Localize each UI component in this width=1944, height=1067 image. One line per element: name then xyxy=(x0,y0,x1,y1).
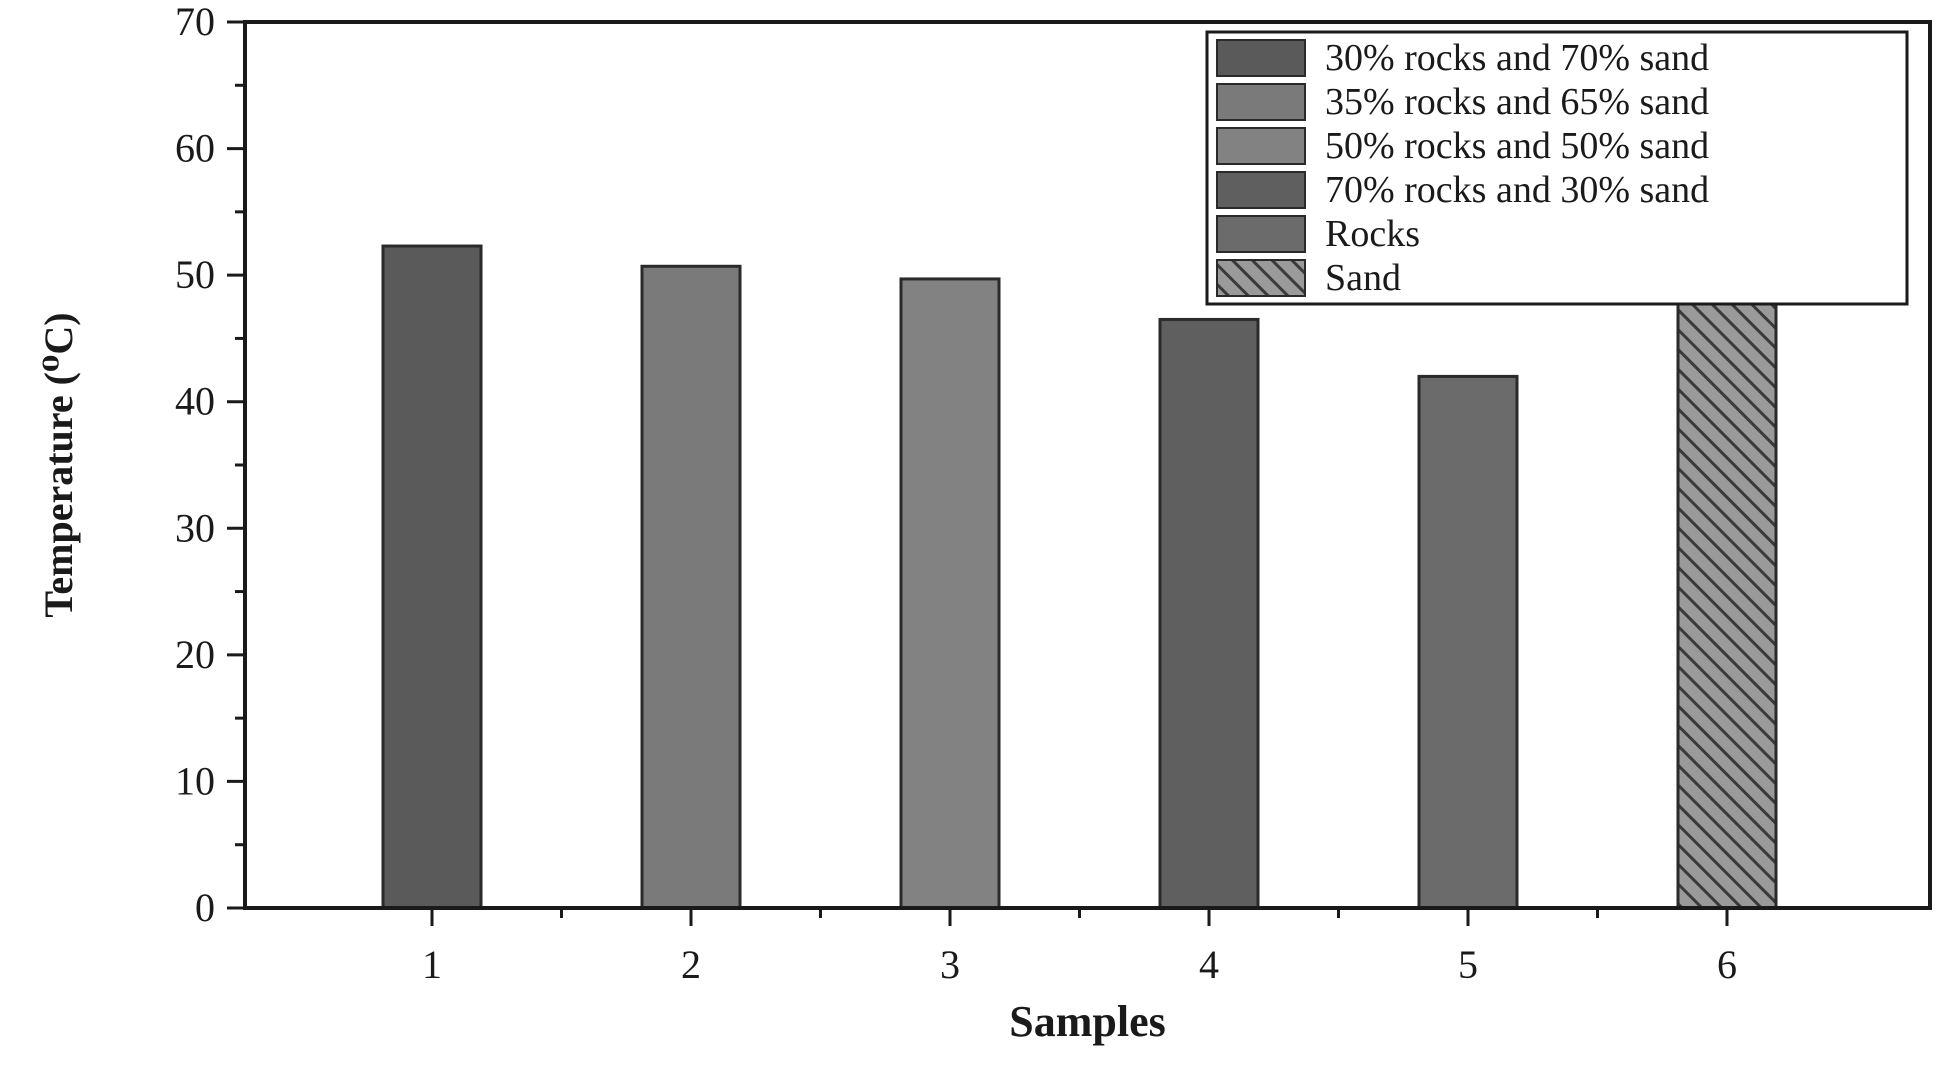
y-axis-title: Temperature (⁰C) xyxy=(36,312,81,617)
x-axis-title: Samples xyxy=(1009,997,1165,1046)
bar-sample-4 xyxy=(1158,317,1260,910)
x-tick-label: 5 xyxy=(1458,942,1478,987)
legend-entry: 35% rocks and 65% sand xyxy=(1325,81,1709,123)
bar-sample-5 xyxy=(1417,374,1519,910)
y-tick-label: 30 xyxy=(175,505,215,550)
bars-layer xyxy=(381,244,1778,910)
y-axis-ticks: 0 10 20 30 40 50 60 70 xyxy=(175,0,245,930)
plot-frame xyxy=(243,20,1932,910)
bar-sample-6 xyxy=(1676,292,1778,910)
x-tick-label: 6 xyxy=(1717,942,1737,987)
x-tick-label: 3 xyxy=(940,942,960,987)
bar-sample-2 xyxy=(640,264,742,910)
y-tick-label: 70 xyxy=(175,0,215,44)
legend-swatch xyxy=(1216,215,1306,253)
y-tick-label: 60 xyxy=(175,126,215,171)
y-tick-label: 0 xyxy=(195,885,215,930)
x-tick-label: 4 xyxy=(1199,942,1219,987)
bar-sample-3 xyxy=(899,277,1001,910)
y-tick-label: 20 xyxy=(175,632,215,677)
bar-sample-1 xyxy=(381,244,483,910)
x-tick-label: 1 xyxy=(422,942,442,987)
x-axis-ticks: 1 2 3 4 5 6 xyxy=(422,908,1737,987)
legend-box xyxy=(1205,30,1909,306)
legend-swatch xyxy=(1216,83,1306,121)
legend-entry: 30% rocks and 70% sand xyxy=(1325,37,1709,79)
legend-entry: Rocks xyxy=(1325,213,1420,255)
legend-entry: 70% rocks and 30% sand xyxy=(1325,169,1709,211)
y-tick-label: 10 xyxy=(175,758,215,803)
legend-swatch xyxy=(1216,259,1306,297)
x-tick-label: 2 xyxy=(681,942,701,987)
legend-entry: Sand xyxy=(1325,257,1401,299)
legend-swatch xyxy=(1216,39,1306,77)
legend-swatch xyxy=(1216,127,1306,165)
y-tick-label: 50 xyxy=(175,252,215,297)
legend-swatch xyxy=(1216,171,1306,209)
y-tick-label: 40 xyxy=(175,379,215,424)
legend-entry: 50% rocks and 50% sand xyxy=(1325,125,1709,167)
